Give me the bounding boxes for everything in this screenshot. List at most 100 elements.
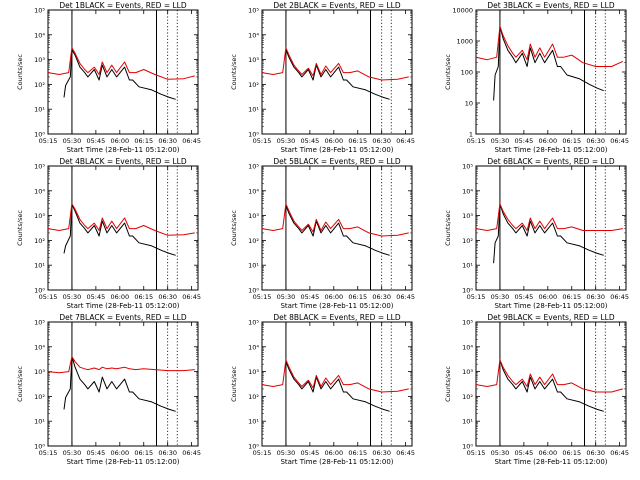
x-tick-label: 05:15: [253, 137, 272, 145]
events-series-line: [500, 360, 604, 412]
y-tick-label: 10³: [34, 368, 45, 376]
x-tick-label: 05:45: [515, 137, 534, 145]
events-series-line: [494, 26, 604, 100]
y-tick-label: 10²: [248, 237, 259, 245]
x-tick-label: 06:45: [182, 137, 201, 145]
panel-title: Det 2BLACK = Events, RED = LLD: [273, 1, 400, 10]
x-tick-label: 05:15: [253, 449, 272, 457]
y-tick-label: 10¹: [34, 262, 45, 270]
x-tick-label: 06:00: [538, 293, 557, 301]
x-tick-label: 06:00: [538, 449, 557, 457]
events-series-line: [64, 50, 176, 100]
y-tick-label: 10000: [452, 7, 473, 15]
y-tick-label: 10⁵: [462, 163, 473, 171]
x-axis-label: Start Time (28-Feb-11 05:12:00): [66, 302, 179, 310]
x-tick-label: 05:45: [301, 137, 320, 145]
y-tick-label: 10⁴: [34, 343, 45, 351]
x-tick-label: 06:15: [134, 137, 153, 145]
x-tick-label: 05:30: [63, 137, 82, 145]
y-axis-label: Counts/sec: [444, 366, 452, 402]
y-tick-label: 10¹: [248, 418, 259, 426]
x-tick-label: 05:30: [491, 293, 510, 301]
detector-plot-grid: Det 1BLACK = Events, RED = LLD10⁰10¹10²1…: [0, 0, 640, 480]
x-tick-label: 06:00: [538, 137, 557, 145]
lld-series-line: [476, 26, 623, 66]
x-tick-label: 05:30: [63, 293, 82, 301]
y-tick-label: 10³: [248, 212, 259, 220]
panel-title: Det 7BLACK = Events, RED = LLD: [59, 313, 186, 322]
x-tick-label: 06:30: [158, 293, 177, 301]
y-tick-label: 10²: [462, 237, 473, 245]
x-tick-label: 05:45: [301, 449, 320, 457]
x-tick-label: 06:30: [372, 137, 391, 145]
y-tick-label: 10⁴: [248, 31, 259, 39]
y-tick-label: 10¹: [462, 262, 473, 270]
events-series-line: [494, 204, 604, 263]
x-tick-label: 06:15: [562, 293, 581, 301]
panel-6: Det 6BLACK = Events, RED = LLD 10⁰ 10¹ 10² 1…: [444, 157, 629, 310]
y-axis-label: Counts/sec: [444, 210, 452, 246]
y-axis-label: Counts/sec: [16, 366, 24, 402]
x-axis-label: Start Time (28-Feb-11 05:12:00): [494, 302, 607, 310]
x-tick-label: 06:45: [182, 449, 201, 457]
y-tick-label: 10⁴: [462, 187, 473, 195]
x-tick-label: 05:45: [515, 293, 534, 301]
panel-5: Det 5BLACK = Events, RED = LLD 10⁰ 10¹ 10² 1…: [230, 157, 415, 310]
x-tick-label: 06:15: [562, 137, 581, 145]
y-tick-label: 10²: [34, 393, 45, 401]
plot-frame: [262, 166, 412, 290]
y-tick-label: 10⁵: [34, 163, 45, 171]
x-tick-label: 06:30: [372, 293, 391, 301]
x-tick-label: 06:15: [348, 293, 367, 301]
panel-8: Det 8BLACK = Events, RED = LLD 10⁰ 10¹ 10² 1…: [230, 313, 415, 466]
y-tick-label: 10⁵: [34, 319, 45, 327]
panel-title: Det 4BLACK = Events, RED = LLD: [59, 157, 186, 166]
y-tick-label: 10¹: [34, 418, 45, 426]
x-tick-label: 05:15: [253, 293, 272, 301]
y-tick-label: 10³: [462, 368, 473, 376]
x-tick-label: 06:15: [348, 449, 367, 457]
y-tick-label: 100: [461, 69, 473, 77]
y-tick-label: 10: [465, 100, 473, 108]
panel-title: Det 6BLACK = Events, RED = LLD: [487, 157, 614, 166]
y-tick-label: 10⁴: [34, 31, 45, 39]
x-tick-label: 05:45: [515, 449, 534, 457]
y-tick-label: 10⁴: [462, 343, 473, 351]
y-tick-label: 10¹: [248, 262, 259, 270]
lld-series-line: [476, 360, 623, 392]
x-tick-label: 06:00: [110, 137, 129, 145]
plot-frame: [476, 322, 626, 446]
x-axis-label: Start Time (28-Feb-11 05:12:00): [280, 458, 393, 466]
events-series-line: [64, 205, 176, 256]
x-axis-label: Start Time (28-Feb-11 05:12:00): [280, 146, 393, 154]
y-tick-label: 10²: [248, 81, 259, 89]
x-tick-label: 05:15: [467, 293, 486, 301]
y-tick-label: 10⁵: [248, 163, 259, 171]
y-tick-label: 10⁵: [248, 7, 259, 15]
x-tick-label: 06:45: [182, 293, 201, 301]
x-tick-label: 06:45: [610, 137, 629, 145]
y-tick-label: 10²: [34, 237, 45, 245]
y-tick-label: 10⁴: [248, 343, 259, 351]
x-tick-label: 06:45: [610, 449, 629, 457]
y-tick-label: 10⁵: [462, 319, 473, 327]
plot-frame: [262, 322, 412, 446]
panel-2: Det 2BLACK = Events, RED = LLD10⁰10¹10²1…: [230, 1, 415, 154]
lld-series-line: [262, 204, 409, 236]
x-tick-label: 05:30: [491, 137, 510, 145]
x-tick-label: 05:30: [277, 137, 296, 145]
x-tick-label: 06:00: [324, 293, 343, 301]
x-tick-label: 05:30: [63, 449, 82, 457]
x-tick-label: 05:45: [87, 293, 106, 301]
lld-series-line: [48, 204, 195, 236]
y-axis-label: Counts/sec: [444, 54, 452, 90]
events-series-line: [64, 357, 176, 412]
x-tick-label: 06:00: [324, 449, 343, 457]
y-tick-label: 10³: [462, 212, 473, 220]
panel-title: Det 8BLACK = Events, RED = LLD: [273, 313, 400, 322]
lld-series-line: [262, 48, 409, 80]
x-axis-label: Start Time (28-Feb-11 05:12:00): [494, 458, 607, 466]
x-tick-label: 06:00: [324, 137, 343, 145]
x-tick-label: 05:15: [467, 449, 486, 457]
y-tick-label: 10⁵: [34, 7, 45, 15]
